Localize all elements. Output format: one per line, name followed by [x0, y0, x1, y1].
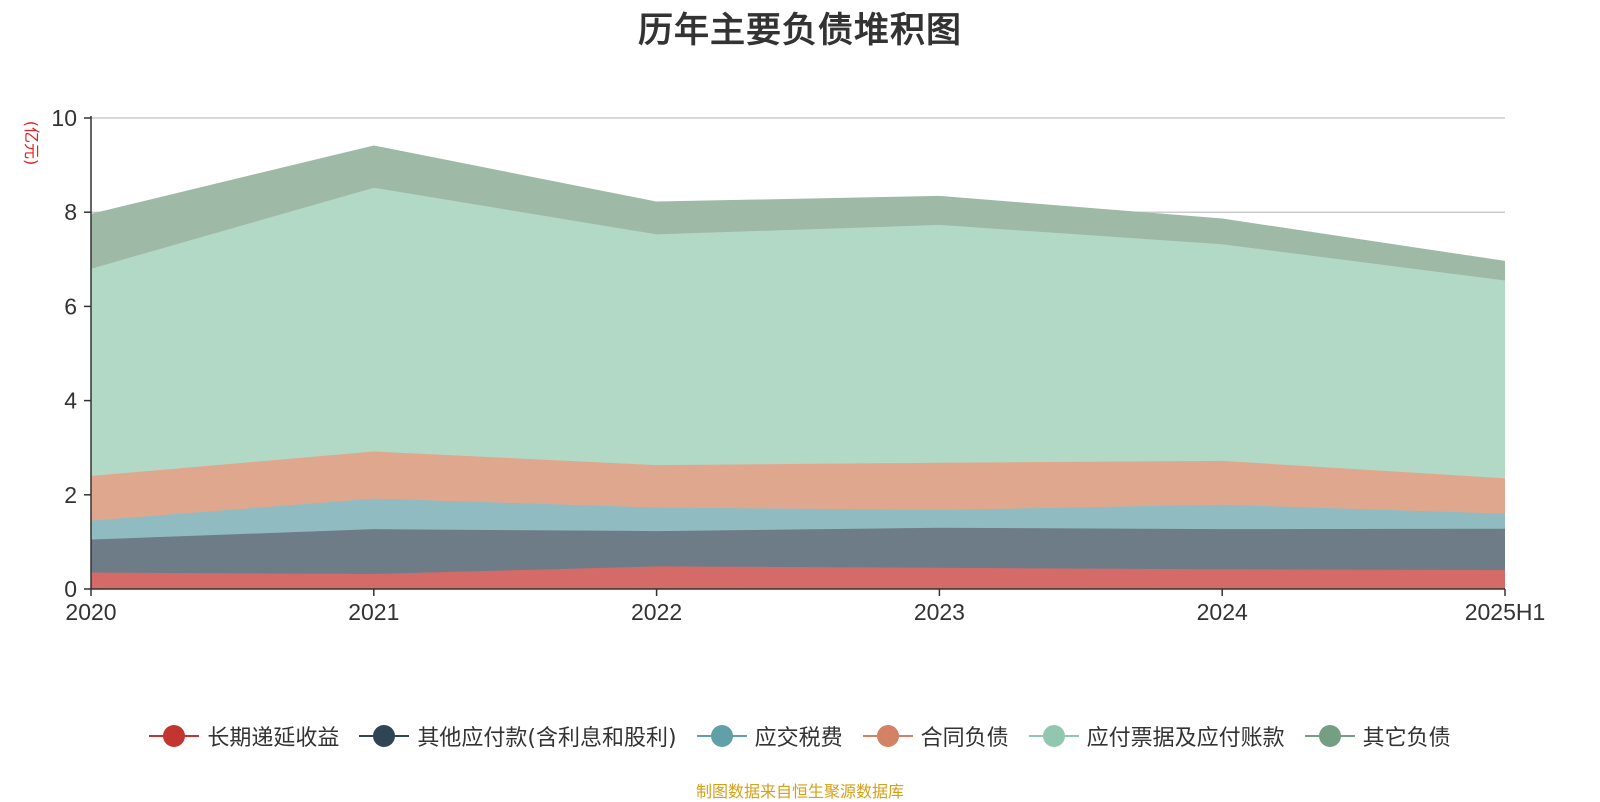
legend-item-4[interactable]: 合同负债 [862, 720, 1009, 752]
x-tick-label: 2023 [914, 599, 965, 625]
legend-marker-icon [862, 724, 913, 748]
legend-item-2[interactable]: 其他应付款(含利息和股利) [359, 720, 677, 752]
chart-title: 历年主要负债堆积图 [637, 11, 962, 51]
legend-label: 其它负债 [1362, 726, 1451, 751]
y-tick-label: 8 [64, 199, 77, 225]
y-tick-label: 6 [64, 293, 77, 319]
legend-item-1[interactable]: 长期递延收益 [149, 720, 339, 752]
x-tick-label: 2025H1 [1465, 599, 1546, 625]
x-tick-label: 2022 [631, 599, 682, 625]
axis-layer: 0 2 4 6 8 10 2020 2021 2022 2023 2024 2025H1 [51, 105, 1545, 625]
y-tick-label: 0 [64, 576, 77, 602]
x-tick-label: 2021 [348, 599, 399, 625]
legend-item-3[interactable]: 应交税费 [696, 720, 843, 752]
legend: 长期递延收益 其他应付款(含利息和股利) 应交税费 合同负债 应付票据及应付账款 其它负债 [0, 718, 1600, 754]
legend-label: 应付票据及应付账款 [1086, 726, 1285, 751]
y-axis-unit-label: (亿元) [22, 121, 41, 166]
legend-marker-icon [149, 724, 200, 748]
area-layer [90, 145, 1506, 589]
legend-label: 其他应付款(含利息和股利) [417, 726, 677, 751]
series-area-4[interactable] [91, 451, 1505, 521]
y-tick-label: 10 [51, 105, 77, 131]
legend-marker-icon [359, 724, 410, 748]
legend-marker-icon [1304, 724, 1355, 748]
y-tick-label: 4 [64, 388, 77, 414]
legend-label: 合同负债 [920, 726, 1009, 751]
series-area-5[interactable] [91, 187, 1505, 479]
series-area-6[interactable] [91, 146, 1505, 281]
x-tick-label: 2020 [65, 599, 116, 625]
series-area-2[interactable] [91, 527, 1505, 574]
series-line-6 [90, 145, 1506, 263]
legend-marker-icon [696, 724, 747, 748]
x-tick-label: 2024 [1197, 599, 1248, 625]
legend-label: 长期递延收益 [207, 726, 340, 751]
legend-label: 应交税费 [754, 726, 843, 751]
legend-item-6[interactable]: 其它负债 [1304, 720, 1451, 752]
legend-item-5[interactable]: 应付票据及应付账款 [1028, 720, 1285, 752]
legend-marker-icon [1028, 724, 1079, 748]
source-note: 制图数据来自恒生聚源数据库 [695, 782, 904, 801]
series-area-3[interactable] [91, 498, 1505, 540]
y-tick-label: 2 [64, 482, 77, 508]
